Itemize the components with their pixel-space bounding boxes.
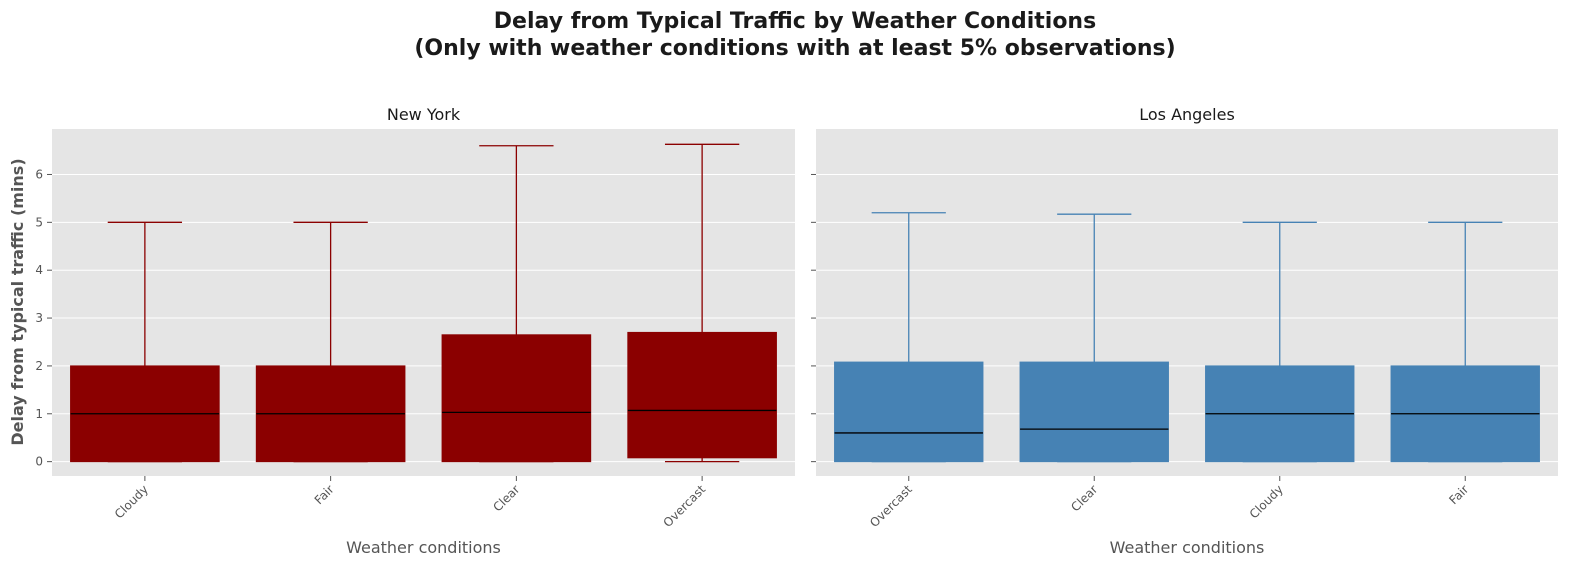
panel-new-york: 0 1 2 3 4 5 6 Cloudy Fair Clear Overcast New York We…	[35, 105, 795, 557]
y-tick-label: 3	[35, 311, 43, 325]
box-fair	[255, 221, 406, 463]
box-clear	[1019, 213, 1169, 463]
y-tick-label: 5	[35, 215, 43, 229]
y-tick-label: 4	[35, 263, 43, 277]
x-tick-label-cloudy: Cloudy	[1247, 482, 1286, 521]
x-tick-label-cloudy: Cloudy	[112, 482, 151, 521]
box-clear	[441, 145, 592, 463]
box-overcast	[627, 143, 777, 463]
x-tick-label-overcast: Overcast	[867, 482, 915, 530]
y-tick-label: 1	[35, 407, 43, 421]
box-cloudy	[1205, 221, 1355, 463]
chart-title-line1: Delay from Typical Traffic by Weather Co…	[494, 9, 1096, 34]
panel-los-angeles: Overcast Clear Cloudy Fair Los Angeles Weathe…	[811, 105, 1558, 557]
box-body	[1019, 361, 1169, 463]
y-tick-label: 0	[35, 455, 43, 469]
y-tick-label: 6	[35, 167, 43, 181]
x-tick-label-clear: Clear	[1068, 482, 1100, 514]
x-tick-label-fair: Fair	[1446, 482, 1471, 507]
box-body	[834, 361, 984, 463]
x-axis-label: Weather conditions	[346, 538, 501, 557]
x-tick-label-clear: Clear	[490, 482, 522, 514]
box-body	[627, 331, 777, 459]
x-tick-label-fair: Fair	[312, 482, 337, 507]
chart-title-line2: (Only with weather conditions with at le…	[414, 36, 1175, 61]
box-cloudy	[70, 221, 220, 463]
y-axis-label: Delay from typical traffic (mins)	[8, 158, 27, 445]
box-overcast	[834, 212, 984, 463]
x-tick-label-overcast: Overcast	[661, 482, 709, 530]
y-tick-label: 2	[35, 359, 43, 373]
box-body	[441, 334, 592, 463]
panel-title: Los Angeles	[1139, 105, 1235, 124]
box-fair	[1390, 221, 1540, 463]
panel-title: New York	[387, 105, 461, 124]
x-axis-label: Weather conditions	[1110, 538, 1265, 557]
